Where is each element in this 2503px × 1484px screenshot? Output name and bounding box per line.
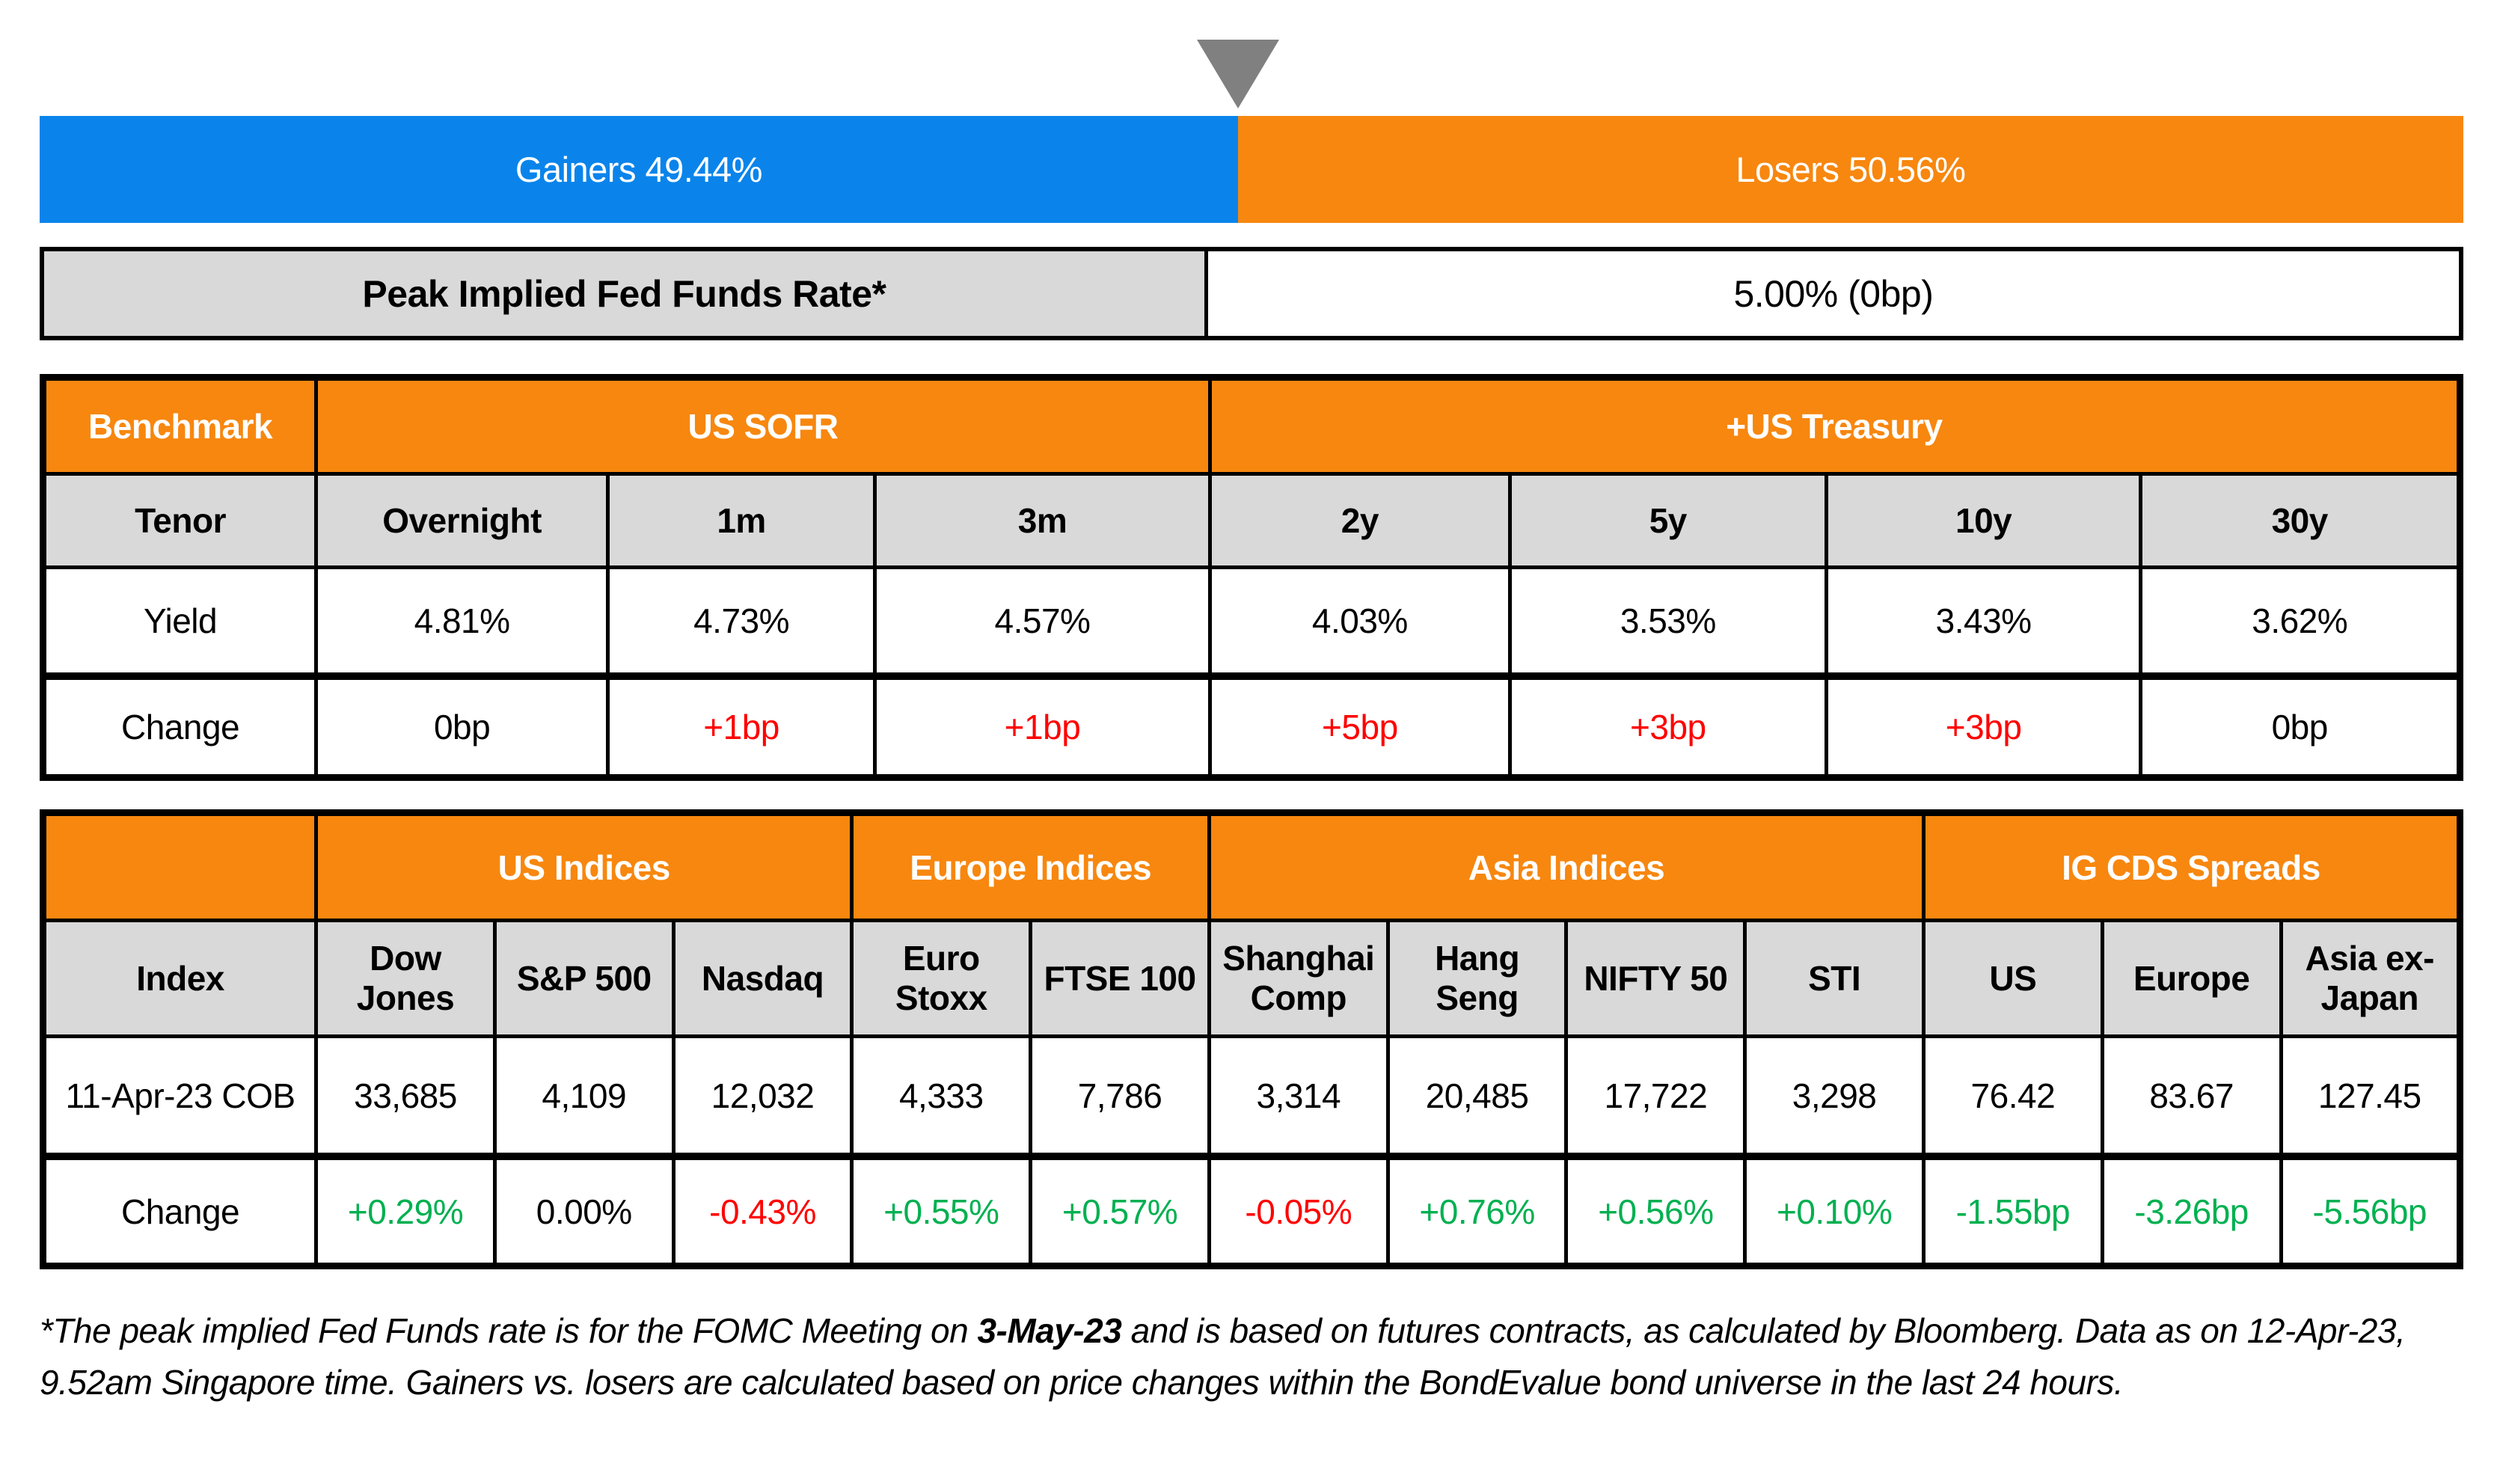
change-row-label: Change <box>40 1154 319 1268</box>
index-name-cell: FTSE 100 <box>1029 919 1211 1038</box>
index-change-cell: -3.26bp <box>2100 1154 2283 1268</box>
index-value-cell: 20,485 <box>1385 1034 1569 1160</box>
losers-bar-segment: Losers 50.56% <box>1237 116 2463 223</box>
tenor-cell: 10y <box>1824 472 2143 569</box>
index-value-cell: 4,109 <box>492 1034 675 1160</box>
index-name-cell: Euro Stoxx <box>850 919 1033 1038</box>
losers-label: Losers 50.56% <box>1735 150 1966 189</box>
tenor-cell: 5y <box>1507 472 1828 569</box>
index-name-cell: STI <box>1743 919 1925 1038</box>
index-name-cell: Asia ex-Japan <box>2279 919 2463 1038</box>
index-change-cell: +0.76% <box>1385 1154 1569 1268</box>
benchmark-corner-cell: Benchmark <box>40 375 319 476</box>
index-name-cell: US <box>1921 919 2104 1038</box>
gainers-label: Gainers 49.44% <box>515 150 763 189</box>
yield-row-label: Yield <box>40 565 319 680</box>
tenor-cell: 3m <box>873 472 1212 569</box>
footnote-bold-date: 3-May-23 <box>977 1311 1122 1350</box>
index-value-cell: 33,685 <box>314 1034 497 1160</box>
indices-change-row: Change +0.29% 0.00% -0.43% +0.55% +0.57%… <box>40 1154 2463 1268</box>
value-row-label: 11-Apr-23 COB <box>40 1034 319 1160</box>
us-treasury-group-header: +US Treasury <box>1207 375 2463 476</box>
yield-value-cell: 4.81% <box>314 565 610 680</box>
change-row-label: Change <box>40 674 319 779</box>
indices-table: US Indices Europe Indices Asia Indices I… <box>40 809 2463 1269</box>
index-value-cell: 76.42 <box>1921 1034 2104 1160</box>
yield-value-cell: 4.03% <box>1207 565 1512 680</box>
yield-value-cell: 3.53% <box>1507 565 1828 680</box>
index-name-cell: NIFTY 50 <box>1564 919 1747 1038</box>
index-change-cell: -0.05% <box>1207 1154 1390 1268</box>
index-value-cell: 12,032 <box>671 1034 854 1160</box>
change-value-cell: 0bp <box>2139 674 2462 779</box>
index-name-row: Index Dow Jones S&P 500 Nasdaq Euro Stox… <box>40 919 2463 1038</box>
index-name-cell: Shanghai Comp <box>1207 919 1390 1038</box>
tenor-cell: 1m <box>606 472 877 569</box>
index-change-cell: +0.55% <box>850 1154 1033 1268</box>
index-value-cell: 127.45 <box>2279 1034 2463 1160</box>
index-value-cell: 3,298 <box>1743 1034 1925 1160</box>
index-name-cell: Hang Seng <box>1385 919 1569 1038</box>
footnote-text-part2: and is based on futures contracts, as ca… <box>40 1311 2406 1402</box>
change-value-cell: 0bp <box>314 674 610 779</box>
change-value-cell: +1bp <box>606 674 877 779</box>
index-row-label: Index <box>40 919 319 1038</box>
index-name-cell: S&P 500 <box>492 919 675 1038</box>
us-indices-group-header: US Indices <box>314 811 854 922</box>
asia-indices-group-header: Asia Indices <box>1207 811 1925 922</box>
change-value-cell: +1bp <box>873 674 1212 779</box>
footnote-text-part1: *The peak implied Fed Funds rate is for … <box>40 1311 978 1350</box>
index-name-cell: Europe <box>2100 919 2283 1038</box>
index-value-cell: 83.67 <box>2100 1034 2283 1160</box>
content-area: Gainers 49.44% Losers 50.56% Peak Implie… <box>40 0 2463 1408</box>
index-change-cell: -5.56bp <box>2279 1154 2463 1268</box>
index-change-cell: -1.55bp <box>1921 1154 2104 1268</box>
index-change-cell: +0.10% <box>1743 1154 1925 1268</box>
benchmark-table: Benchmark US SOFR +US Treasury Tenor Ove… <box>40 374 2463 781</box>
index-change-cell: -0.43% <box>671 1154 854 1268</box>
yield-value-cell: 4.57% <box>873 565 1212 680</box>
pointer-triangle-icon <box>1196 40 1279 108</box>
index-name-cell: Nasdaq <box>671 919 854 1038</box>
index-value-row: 11-Apr-23 COB 33,685 4,109 12,032 4,333 … <box>40 1034 2463 1160</box>
index-value-cell: 7,786 <box>1029 1034 1211 1160</box>
gainers-losers-bar: Gainers 49.44% Losers 50.56% <box>40 116 2463 223</box>
tenor-cell: 2y <box>1207 472 1512 569</box>
ig-cds-group-header: IG CDS Spreads <box>1921 811 2463 922</box>
index-value-cell: 3,314 <box>1207 1034 1390 1160</box>
change-value-cell: +3bp <box>1824 674 2143 779</box>
footnote: *The peak implied Fed Funds rate is for … <box>40 1305 2463 1408</box>
yield-value-cell: 4.73% <box>606 565 877 680</box>
europe-indices-group-header: Europe Indices <box>850 811 1211 922</box>
index-value-cell: 17,722 <box>1564 1034 1747 1160</box>
index-value-cell: 4,333 <box>850 1034 1033 1160</box>
index-change-cell: +0.29% <box>314 1154 497 1268</box>
yield-row: Yield 4.81% 4.73% 4.57% 4.03% 3.53% 3.43… <box>40 565 2462 680</box>
yield-value-cell: 3.62% <box>2139 565 2462 680</box>
change-value-cell: +5bp <box>1207 674 1512 779</box>
tenor-row: Tenor Overnight 1m 3m 2y 5y 10y 30y <box>40 472 2462 569</box>
indices-corner-cell <box>40 811 319 922</box>
index-change-cell: +0.57% <box>1029 1154 1211 1268</box>
us-sofr-group-header: US SOFR <box>314 375 1212 476</box>
peak-fed-funds-row: Peak Implied Fed Funds Rate* 5.00% (0bp) <box>40 247 2463 340</box>
benchmark-change-row: Change 0bp +1bp +1bp +5bp +3bp +3bp 0bp <box>40 674 2462 779</box>
index-name-cell: Dow Jones <box>314 919 497 1038</box>
peak-fed-funds-value: 5.00% (0bp) <box>1207 251 2459 336</box>
peak-fed-funds-label: Peak Implied Fed Funds Rate* <box>44 251 1208 336</box>
benchmark-header-row: Benchmark US SOFR +US Treasury <box>40 375 2463 476</box>
change-value-cell: +3bp <box>1507 674 1828 779</box>
indices-header-row: US Indices Europe Indices Asia Indices I… <box>40 811 2463 922</box>
tenor-cell: 30y <box>2139 472 2462 569</box>
tenor-row-label: Tenor <box>40 472 319 569</box>
tenor-cell: Overnight <box>314 472 610 569</box>
index-change-cell: +0.56% <box>1564 1154 1747 1268</box>
yield-value-cell: 3.43% <box>1824 565 2143 680</box>
index-change-cell: 0.00% <box>492 1154 675 1268</box>
gainers-bar-segment: Gainers 49.44% <box>40 116 1238 223</box>
